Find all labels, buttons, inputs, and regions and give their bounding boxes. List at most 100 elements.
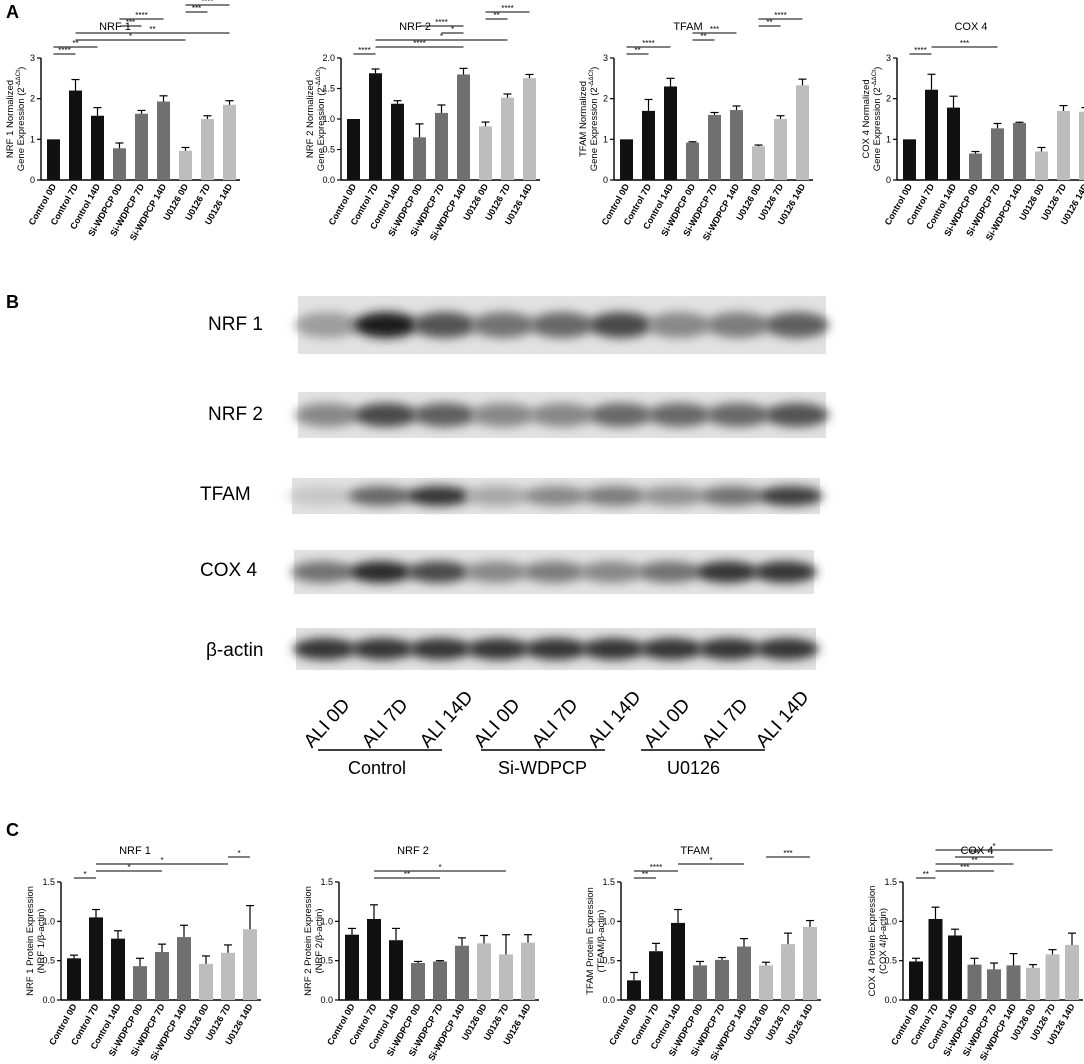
significance-label: *** [783,849,792,858]
blot-band [412,312,477,338]
bar [928,918,943,1000]
significance-label: **** [58,46,70,55]
bar [1026,967,1040,1000]
blot-band [695,561,760,583]
bar [391,103,404,180]
bar [521,942,535,1000]
bar [113,148,126,180]
blot-band [293,638,357,660]
blot-row-4 [291,550,817,594]
significance-label: ** [634,46,640,55]
chart-title: NRF 1 [119,845,151,857]
y-tick-label: 0.0 [602,995,615,1005]
blot-band [406,561,471,583]
y-axis-label: COX 4 NormalizedGene Expression (2-ΔΔCt) [861,67,883,172]
significance-label: * [709,856,712,865]
y-axis-label: NRF 1 Protein Expression(NRF 1/β-actin) [25,886,47,996]
bar [708,114,721,180]
y-tick-label: 2 [603,94,608,104]
bar [389,940,403,1000]
bar [199,963,213,1000]
y-axis-label: NRF 2 NormalizedGene Expression (2-ΔΔCt) [305,67,327,172]
significance-label: *** [126,18,135,27]
bar [991,128,1004,180]
bar [967,964,982,1000]
bar [499,954,513,1000]
significance-label: ** [766,18,772,27]
y-tick-label: 0.5 [42,956,55,966]
significance-label: **** [501,4,513,13]
blot-band [764,403,829,427]
blot-row-2 [295,392,829,438]
bar [620,139,633,180]
bar [223,104,236,180]
bar [627,980,641,1000]
blot-band [523,486,589,506]
y-axis-label: TFAM Protein Expression(TFAM/β-actin) [585,887,607,995]
y-tick-label: 1 [30,134,35,144]
significance-label: *** [970,849,979,858]
chart-title: TFAM [680,845,709,857]
y-tick-label: 0.5 [322,145,335,155]
blot-band [637,561,702,583]
significance-label: ** [404,870,410,879]
bar [774,119,787,180]
blot-band [758,486,823,506]
bar [925,89,938,180]
bar [1045,954,1060,1000]
significance-label: ** [72,39,78,48]
y-tick-label: 1.0 [322,114,335,124]
bar [987,969,1001,1000]
significance-label: * [451,25,454,34]
chart-title: NRF 2 [399,21,431,33]
significance-label: **** [413,39,425,48]
significance-label: ** [493,11,499,20]
y-axis-label: TFAM NormalizedGene Expression (2-ΔΔCt) [578,67,600,172]
significance-label: **** [358,46,370,55]
blot-band [697,638,762,660]
bar [693,965,707,1000]
y-tick-label: 1.0 [320,916,333,926]
blot-band [408,638,473,660]
bar [133,966,147,1000]
significance-label: **** [435,18,447,27]
blot-band [529,403,595,427]
y-tick-label: 0.0 [42,995,55,1005]
bar [671,922,685,1000]
blot-label-nrf2: NRF 2 [208,404,263,425]
bar [781,944,795,1000]
panel-label-a: A [6,2,19,22]
y-tick-label: 1.0 [602,916,615,926]
bar [221,952,235,1000]
bar [523,78,536,180]
bar [179,150,192,180]
blot-row-3 [289,478,823,514]
bar [89,917,103,1000]
significance-label: **** [774,11,786,20]
significance-label: ** [642,870,648,879]
bar [455,945,469,1000]
blot-band [588,312,653,338]
bar [752,146,765,180]
significance-label: **** [650,863,662,872]
bar [649,951,663,1000]
bar [135,113,148,180]
blot-band [291,561,355,583]
y-tick-label: 2 [30,94,35,104]
bar [715,959,729,1000]
bar [347,119,360,180]
blot-band [412,403,477,427]
y-tick-label: 2.0 [322,53,335,63]
blot-row-5 [293,628,819,670]
blot-band [295,403,360,427]
significance-label: **** [135,11,147,20]
y-tick-label: 0.5 [602,956,615,966]
y-tick-label: 1.5 [884,877,897,887]
bar [91,115,104,180]
blot-label-beta-actin: β-actin [206,640,264,661]
bar [369,73,382,180]
blot-band [348,561,413,583]
bar [201,119,214,180]
